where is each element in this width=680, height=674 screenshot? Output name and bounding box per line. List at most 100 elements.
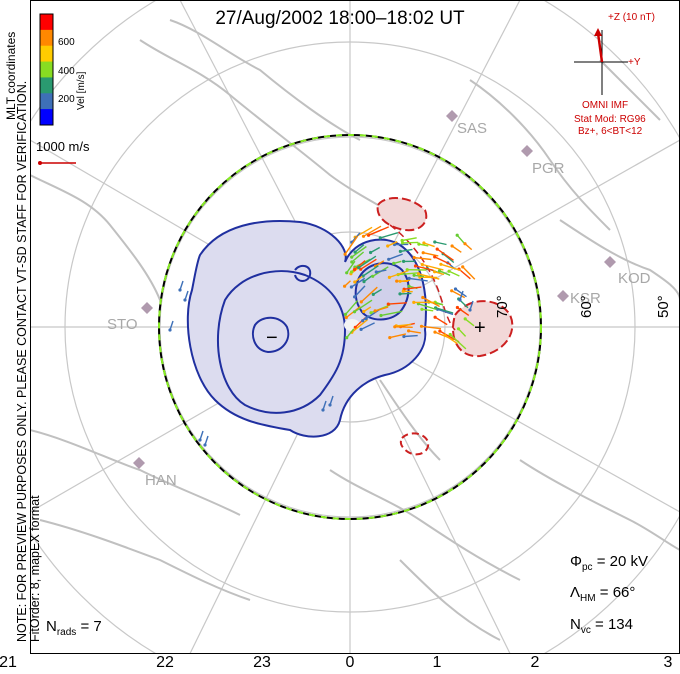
velocity-vector xyxy=(329,395,334,406)
velocity-vector xyxy=(434,271,445,276)
cbar-segment xyxy=(40,109,53,126)
velocity-vector xyxy=(464,318,475,327)
velocity-vector xyxy=(389,269,409,279)
velocity-vector xyxy=(184,290,189,301)
velocity-vector xyxy=(344,235,359,255)
page-title: 27/Aug/2002 18:00–18:02 UT xyxy=(215,8,465,29)
velocity-vector xyxy=(362,265,379,277)
velocity-vector xyxy=(360,258,377,270)
velocity-vector xyxy=(363,225,382,237)
velocity-vector xyxy=(418,303,437,311)
velocity-vector xyxy=(439,270,451,276)
positive-cell-south xyxy=(399,432,430,456)
velocity-vector xyxy=(380,232,399,239)
mlt-tick-23: 23 xyxy=(253,654,271,671)
velocity-vector xyxy=(351,277,366,288)
velocity-vector xyxy=(204,435,209,446)
velocity-vector xyxy=(403,290,413,293)
velocity-vector xyxy=(408,330,421,334)
potential-minimum-marker: − xyxy=(266,327,278,349)
velocity-vector xyxy=(457,328,467,337)
velocity-vector xyxy=(434,256,452,266)
velocity-vector xyxy=(437,308,454,316)
velocity-vector xyxy=(388,253,403,260)
negative-cell-core xyxy=(251,316,290,354)
velocity-vector xyxy=(404,286,422,290)
velocity-vector xyxy=(462,266,476,280)
velocity-vector xyxy=(436,248,454,261)
velocity-vector xyxy=(370,246,381,254)
negative-cell-inner xyxy=(216,270,347,414)
positive-cell-north xyxy=(376,197,428,232)
velocity-vector xyxy=(455,288,467,298)
mlt-tick-0: 0 xyxy=(345,654,355,671)
velocity-vector xyxy=(421,308,434,312)
coord-label: MLT coordinates xyxy=(4,31,18,120)
velocity-vector xyxy=(363,306,372,313)
velocity-colorbar xyxy=(40,14,53,126)
mlt-tick-2: 2 xyxy=(530,654,540,671)
velocity-vector xyxy=(403,334,418,338)
velocity-vector xyxy=(402,241,419,244)
velocity-vector xyxy=(351,251,365,263)
velocity-vector xyxy=(346,260,356,274)
fit-order-note: FitOrder: 8, mapEX format xyxy=(28,495,42,642)
phi-pc-stat: Φpc = 20 kV xyxy=(570,553,648,573)
velocity-vector xyxy=(344,280,351,287)
velocity-vector xyxy=(358,255,377,269)
velocity-vectors xyxy=(168,225,476,447)
velocity-vector xyxy=(448,270,460,277)
velocity-vector xyxy=(169,320,174,331)
lat-label-60: 60° xyxy=(578,295,595,318)
velocity-vector xyxy=(414,274,425,278)
velocity-vector xyxy=(440,263,462,272)
velocity-vector xyxy=(393,260,402,265)
lat-label-50: 50° xyxy=(655,295,672,318)
velocity-vector xyxy=(322,400,327,411)
velocity-vector xyxy=(387,241,398,247)
velocity-vector xyxy=(398,272,419,276)
velocity-vector xyxy=(375,260,385,267)
velocity-vector xyxy=(423,252,439,257)
velocity-vector xyxy=(464,243,473,251)
preview-note: NOTE: FOR PREVIEW PURPOSES ONLY. PLEASE … xyxy=(15,81,42,642)
velocity-vector xyxy=(354,299,373,313)
velocity-vector xyxy=(346,328,355,339)
velocity-vector xyxy=(354,285,366,298)
lat-label-70: 70° xyxy=(494,295,511,318)
velocity-vector xyxy=(344,300,359,315)
velocity-vector xyxy=(469,300,474,311)
velocity-vector xyxy=(401,237,417,242)
cbar-segment xyxy=(40,14,53,31)
velocity-vector xyxy=(409,277,428,282)
velocity-vector xyxy=(414,256,432,261)
velocity-vector xyxy=(435,307,454,314)
velocity-vector xyxy=(434,316,448,326)
velocity-vector xyxy=(368,226,389,236)
velocity-vector xyxy=(451,245,462,253)
cbar-segment xyxy=(40,45,53,63)
velocity-vector xyxy=(396,323,412,327)
mlt-tick-21: 21 xyxy=(0,654,17,671)
cbar-tick-400: 400 xyxy=(58,66,75,77)
nvc-stat: Nvc = 134 xyxy=(570,616,633,636)
reference-vector-label: 1000 m/s xyxy=(36,139,90,154)
mlt-tick-3: 3 xyxy=(663,654,673,671)
velocity-vector xyxy=(374,306,389,312)
velocity-vector xyxy=(400,248,413,253)
velocity-vector xyxy=(457,306,470,316)
velocity-vector xyxy=(399,292,412,295)
velocity-vector xyxy=(354,244,365,253)
velocity-vector xyxy=(444,334,458,345)
velocity-vector xyxy=(365,308,380,320)
imf-source: OMNI IMF xyxy=(582,100,629,111)
velocity-vector xyxy=(449,333,467,350)
station-kod: KOD xyxy=(618,270,651,287)
velocity-vector xyxy=(351,245,367,258)
velocity-vector xyxy=(458,268,471,280)
imf-model: Stat Mod: RG96 xyxy=(574,114,646,125)
velocity-vector xyxy=(422,263,444,271)
velocity-vector xyxy=(199,430,204,441)
